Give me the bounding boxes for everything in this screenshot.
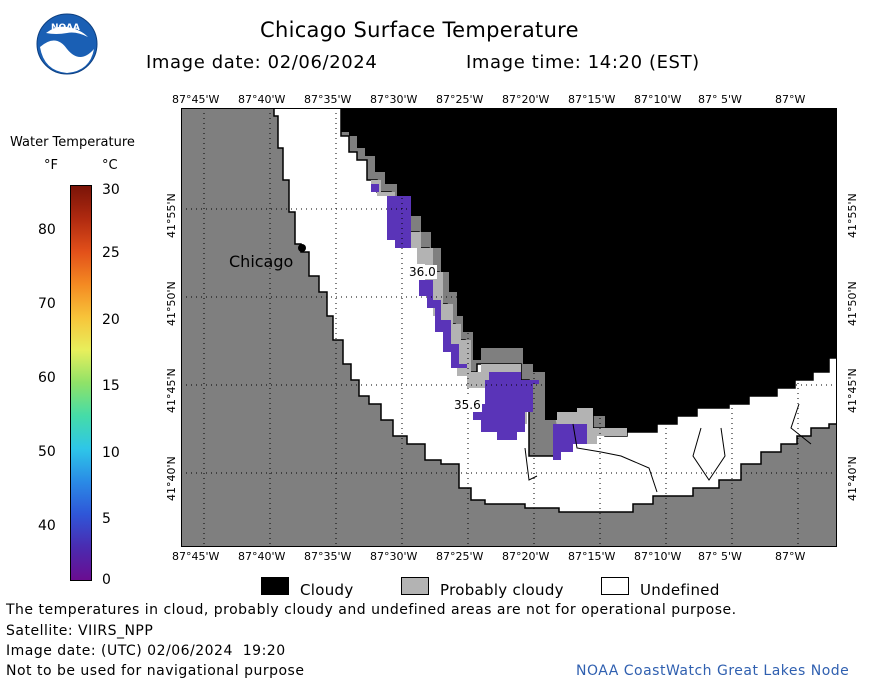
cold-water-pixels bbox=[467, 372, 539, 440]
page-title: Chicago Surface Temperature bbox=[260, 18, 579, 42]
cloudy-area bbox=[341, 108, 837, 432]
image-time: Image time: 14:20 (EST) bbox=[466, 52, 700, 73]
chicago-marker bbox=[298, 244, 306, 252]
c-tick: 10 bbox=[102, 445, 120, 461]
legend-label-cloudy: Cloudy bbox=[300, 581, 354, 599]
lon-tick: 87°25'W bbox=[436, 93, 484, 106]
colorbar bbox=[70, 185, 92, 581]
city-label-chicago: Chicago bbox=[229, 252, 294, 271]
lat-tick: 41°50'N bbox=[165, 281, 178, 326]
map-svg bbox=[181, 107, 838, 547]
lat-tick: 41°50'N bbox=[846, 281, 859, 326]
lon-tick: 87°40'W bbox=[238, 550, 286, 563]
lon-tick: 87°W bbox=[775, 550, 806, 563]
c-tick: 15 bbox=[102, 378, 120, 394]
lake-shoreline bbox=[572, 423, 658, 493]
lat-tick: 41°45'N bbox=[846, 368, 859, 413]
lat-tick: 41°40'N bbox=[165, 456, 178, 501]
lon-tick: 87°15'W bbox=[568, 93, 616, 106]
legend-swatch-undefined bbox=[601, 577, 629, 595]
c-tick: 30 bbox=[102, 182, 120, 198]
lon-tick: 87°20'W bbox=[502, 93, 550, 106]
credit: NOAA CoastWatch Great Lakes Node bbox=[576, 663, 850, 679]
f-tick: 80 bbox=[38, 222, 56, 238]
legend-label-undefined: Undefined bbox=[640, 581, 720, 599]
cold-water-pixels bbox=[419, 280, 467, 368]
f-tick: 60 bbox=[38, 370, 56, 386]
nav-warning: Not to be used for navigational purpose bbox=[6, 663, 305, 679]
disclaimer: The temperatures in cloud, probably clou… bbox=[6, 602, 737, 618]
lon-tick: 87°25'W bbox=[436, 550, 484, 563]
lat-tick: 41°40'N bbox=[846, 456, 859, 501]
lake-shoreline bbox=[524, 447, 538, 481]
lon-tick: 87°45'W bbox=[172, 93, 220, 106]
lon-tick: 87°30'W bbox=[370, 93, 418, 106]
c-tick: 5 bbox=[102, 511, 111, 527]
lon-tick: 87°35'W bbox=[304, 550, 352, 563]
cold-water-pixels bbox=[371, 184, 379, 192]
temp-label: 36.0 bbox=[408, 265, 437, 279]
satellite: Satellite: VIIRS_NPP bbox=[6, 623, 154, 639]
c-tick: 0 bbox=[102, 572, 111, 588]
cold-water-pixels bbox=[387, 196, 411, 248]
lon-tick: 87°10'W bbox=[634, 550, 682, 563]
legend-label-probably-cloudy: Probably cloudy bbox=[440, 581, 564, 599]
colorbar-unit-c: °C bbox=[102, 158, 118, 173]
c-tick: 25 bbox=[102, 245, 120, 261]
colorbar-title: Water Temperature bbox=[10, 135, 135, 150]
lon-tick: 87°35'W bbox=[304, 93, 352, 106]
legend-swatch-cloudy bbox=[261, 577, 289, 595]
probably-cloudy-area bbox=[371, 180, 533, 424]
map-panel: Chicago 36.0 35.6 bbox=[181, 107, 838, 547]
cold-water-pixels bbox=[553, 424, 587, 460]
graticule bbox=[181, 108, 837, 547]
noaa-logo: NOAA bbox=[36, 13, 98, 75]
temp-label: 35.6 bbox=[453, 398, 482, 412]
lat-tick: 41°55'N bbox=[846, 193, 859, 238]
lat-tick: 41°45'N bbox=[165, 368, 178, 413]
lon-tick: 87°45'W bbox=[172, 550, 220, 563]
c-tick: 20 bbox=[102, 312, 120, 328]
lon-tick: 87°20'W bbox=[502, 550, 550, 563]
lon-tick: 87°W bbox=[775, 93, 806, 106]
f-tick: 40 bbox=[38, 518, 56, 534]
image-date: Image date: 02/06/2024 bbox=[146, 52, 378, 73]
lake-shoreline bbox=[790, 403, 812, 445]
lake-shoreline bbox=[692, 427, 726, 481]
lat-tick: 41°55'N bbox=[165, 193, 178, 238]
lon-tick: 87° 5'W bbox=[698, 550, 742, 563]
logo-text: NOAA bbox=[51, 23, 80, 33]
colorbar-unit-f: °F bbox=[44, 158, 58, 173]
map-border bbox=[181, 108, 837, 547]
utc-date: Image date: (UTC) 02/06/2024 19:20 bbox=[6, 643, 286, 659]
legend-swatch-probably-cloudy bbox=[401, 577, 429, 595]
lon-tick: 87°40'W bbox=[238, 93, 286, 106]
f-tick: 70 bbox=[38, 296, 56, 312]
lon-tick: 87°10'W bbox=[634, 93, 682, 106]
f-tick: 50 bbox=[38, 444, 56, 460]
lon-tick: 87°30'W bbox=[370, 550, 418, 563]
lon-tick: 87° 5'W bbox=[698, 93, 742, 106]
lon-tick: 87°15'W bbox=[568, 550, 616, 563]
